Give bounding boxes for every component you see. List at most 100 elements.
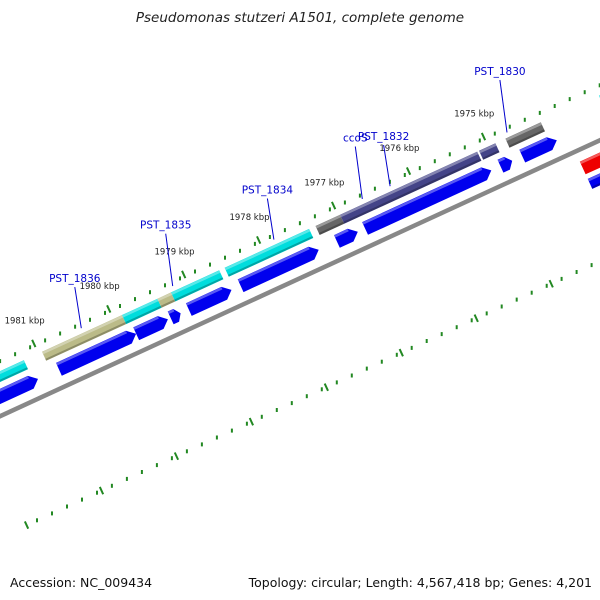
tick-row-outer-dot-9 <box>89 317 91 322</box>
genome-title: Pseudomonas stutzeri A1501, complete gen… <box>136 10 464 26</box>
tick-row-outer-dot-39 <box>538 110 541 115</box>
kbp-tick-1980 <box>106 304 112 314</box>
tick-row-inner-dot-31 <box>485 311 488 316</box>
tick-row-inner-dot-11 <box>185 449 188 454</box>
feature-band-1-highlight <box>0 360 26 375</box>
feature-band-1-shade <box>0 367 28 382</box>
gene-label-ccos: ccoS <box>343 133 368 145</box>
feature-band-4-highlight <box>157 292 173 302</box>
tick-row-inner-dot-7 <box>125 476 128 481</box>
tick-row-inner-dot-35 <box>545 283 548 288</box>
feature-band-6 <box>224 228 314 277</box>
kbp-label-1981: 1981 kbp <box>5 316 45 326</box>
tick-row-outer-dot-4 <box>14 352 17 357</box>
feature-band-9 <box>479 143 500 160</box>
cds-arrow-outer-4-body <box>167 309 181 325</box>
tick-row-inner-dot-27 <box>425 339 428 343</box>
tick-row-inner-dot-10 <box>170 456 173 461</box>
tick-row-inner-dot-38 <box>590 263 593 268</box>
backbone-line <box>0 137 600 419</box>
feature-band-4-shade <box>160 299 176 308</box>
tick-row-outer <box>0 83 600 364</box>
cds-arrow-outer-1 <box>0 375 38 405</box>
feature-band-9-highlight <box>479 143 497 154</box>
gene-label-group-pst_1832: PST_1832 <box>358 131 409 187</box>
gene-label-pst_1836: PST_1836 <box>49 273 101 285</box>
kbp-tick-inner-1979 <box>248 417 254 426</box>
kbp-label-1980: 1980 kbp <box>80 282 120 292</box>
tick-row-inner-dot-16 <box>260 414 263 419</box>
tick-row-outer-dot-22 <box>283 228 286 233</box>
tick-row-outer-dot-7 <box>59 331 62 336</box>
tick-row-inner-dot-3 <box>66 504 68 509</box>
feature-band-3-highlight <box>122 298 159 318</box>
cds-band-inner-body <box>587 173 600 189</box>
feature-band-1-body <box>0 360 28 383</box>
tick-row-inner-dot-19 <box>305 394 308 399</box>
cds-arrow-outer-5 <box>185 286 232 316</box>
tick-row-inner-dot-30 <box>470 318 473 323</box>
cds-arrow-outer-9-body <box>497 156 513 173</box>
cds-arrow-outer-2-body <box>56 330 137 376</box>
tick-row-inner-dot-13 <box>215 435 218 440</box>
feature-band-9-shade <box>482 150 500 160</box>
feature-band-8 <box>340 151 482 224</box>
cds-arrow-outer-4 <box>167 309 181 325</box>
tick-row-outer-dot-8 <box>74 324 77 329</box>
tick-row-outer-dot-10 <box>104 310 106 315</box>
tick-row-inner-dot-28 <box>440 332 443 337</box>
feature-band-7 <box>315 214 345 235</box>
feature-band-2-shade <box>45 322 127 361</box>
feature-band-1 <box>0 360 28 383</box>
tick-row-inner-dot-36 <box>560 276 563 281</box>
tick-row-inner-dot-17 <box>275 408 278 412</box>
kbp-tick-inner-1981 <box>98 486 105 495</box>
tick-row-outer-dot-5 <box>29 345 32 350</box>
feature-band-5 <box>171 270 224 302</box>
tick-row-inner <box>36 263 593 523</box>
tick-row-outer-dot-24 <box>313 214 316 219</box>
kbp-tick-inner-1978 <box>323 383 329 392</box>
cds-arrow-outer-7 <box>334 228 358 248</box>
feature-band-5-shade <box>174 277 224 302</box>
tick-row-inner-dot-14 <box>230 428 233 433</box>
tick-row-inner-dot-32 <box>500 304 503 309</box>
kbp-tick-inner-1982 <box>23 521 30 530</box>
kbp-label-1975: 1975 kbp <box>454 110 494 120</box>
tick-row-outer-dot-18 <box>224 255 226 260</box>
cds-arrow-outer-6 <box>237 246 319 293</box>
tick-row-inner-dot-12 <box>200 442 203 447</box>
tick-row-outer-dot-25 <box>328 207 331 212</box>
cds-arrow-outer-8-highlight <box>362 167 483 225</box>
kbp-tick-1981 <box>31 339 37 348</box>
kbp-label-1978: 1978 kbp <box>229 213 269 223</box>
feature-band-10-body <box>505 122 545 148</box>
tick-row-inner-dot-8 <box>140 470 143 474</box>
tick-row-outer-dot-33 <box>448 152 451 157</box>
cds-arrow-outer-4-highlight <box>167 309 175 315</box>
gene-label-group-pst_1834: PST_1834 <box>242 185 293 240</box>
tick-row-inner-dot-4 <box>81 497 83 502</box>
gene-leader-pst_1834 <box>266 198 275 240</box>
cds-arrow-outer-6-body <box>237 246 319 293</box>
kbp-label-1979: 1979 kbp <box>154 248 194 258</box>
tick-row-inner-dot-21 <box>335 380 338 385</box>
gene-label-group-pst_1830: PST_1830 <box>474 66 526 133</box>
feature-band-6-highlight <box>224 229 311 271</box>
tick-row-inner-dot-25 <box>395 352 398 357</box>
feature-band-7-highlight <box>315 214 342 229</box>
tick-row-inner-dot-37 <box>575 270 578 274</box>
cds-arrow-outer-9-highlight <box>497 157 506 163</box>
gene-leader-ccos <box>354 146 363 199</box>
tick-row-outer-dot-37 <box>508 124 511 129</box>
accession-text: Accession: NC_009434 <box>10 575 152 590</box>
tick-row-outer-dot-36 <box>493 131 496 136</box>
tick-row-inner-dot-34 <box>530 290 533 295</box>
tick-row-outer-dot-26 <box>343 200 346 205</box>
feature-tracks <box>0 95 600 419</box>
tick-row-outer-dot-43 <box>598 83 600 88</box>
tick-row-inner-dot-5 <box>96 490 98 495</box>
feature-band-9-body <box>479 143 500 160</box>
